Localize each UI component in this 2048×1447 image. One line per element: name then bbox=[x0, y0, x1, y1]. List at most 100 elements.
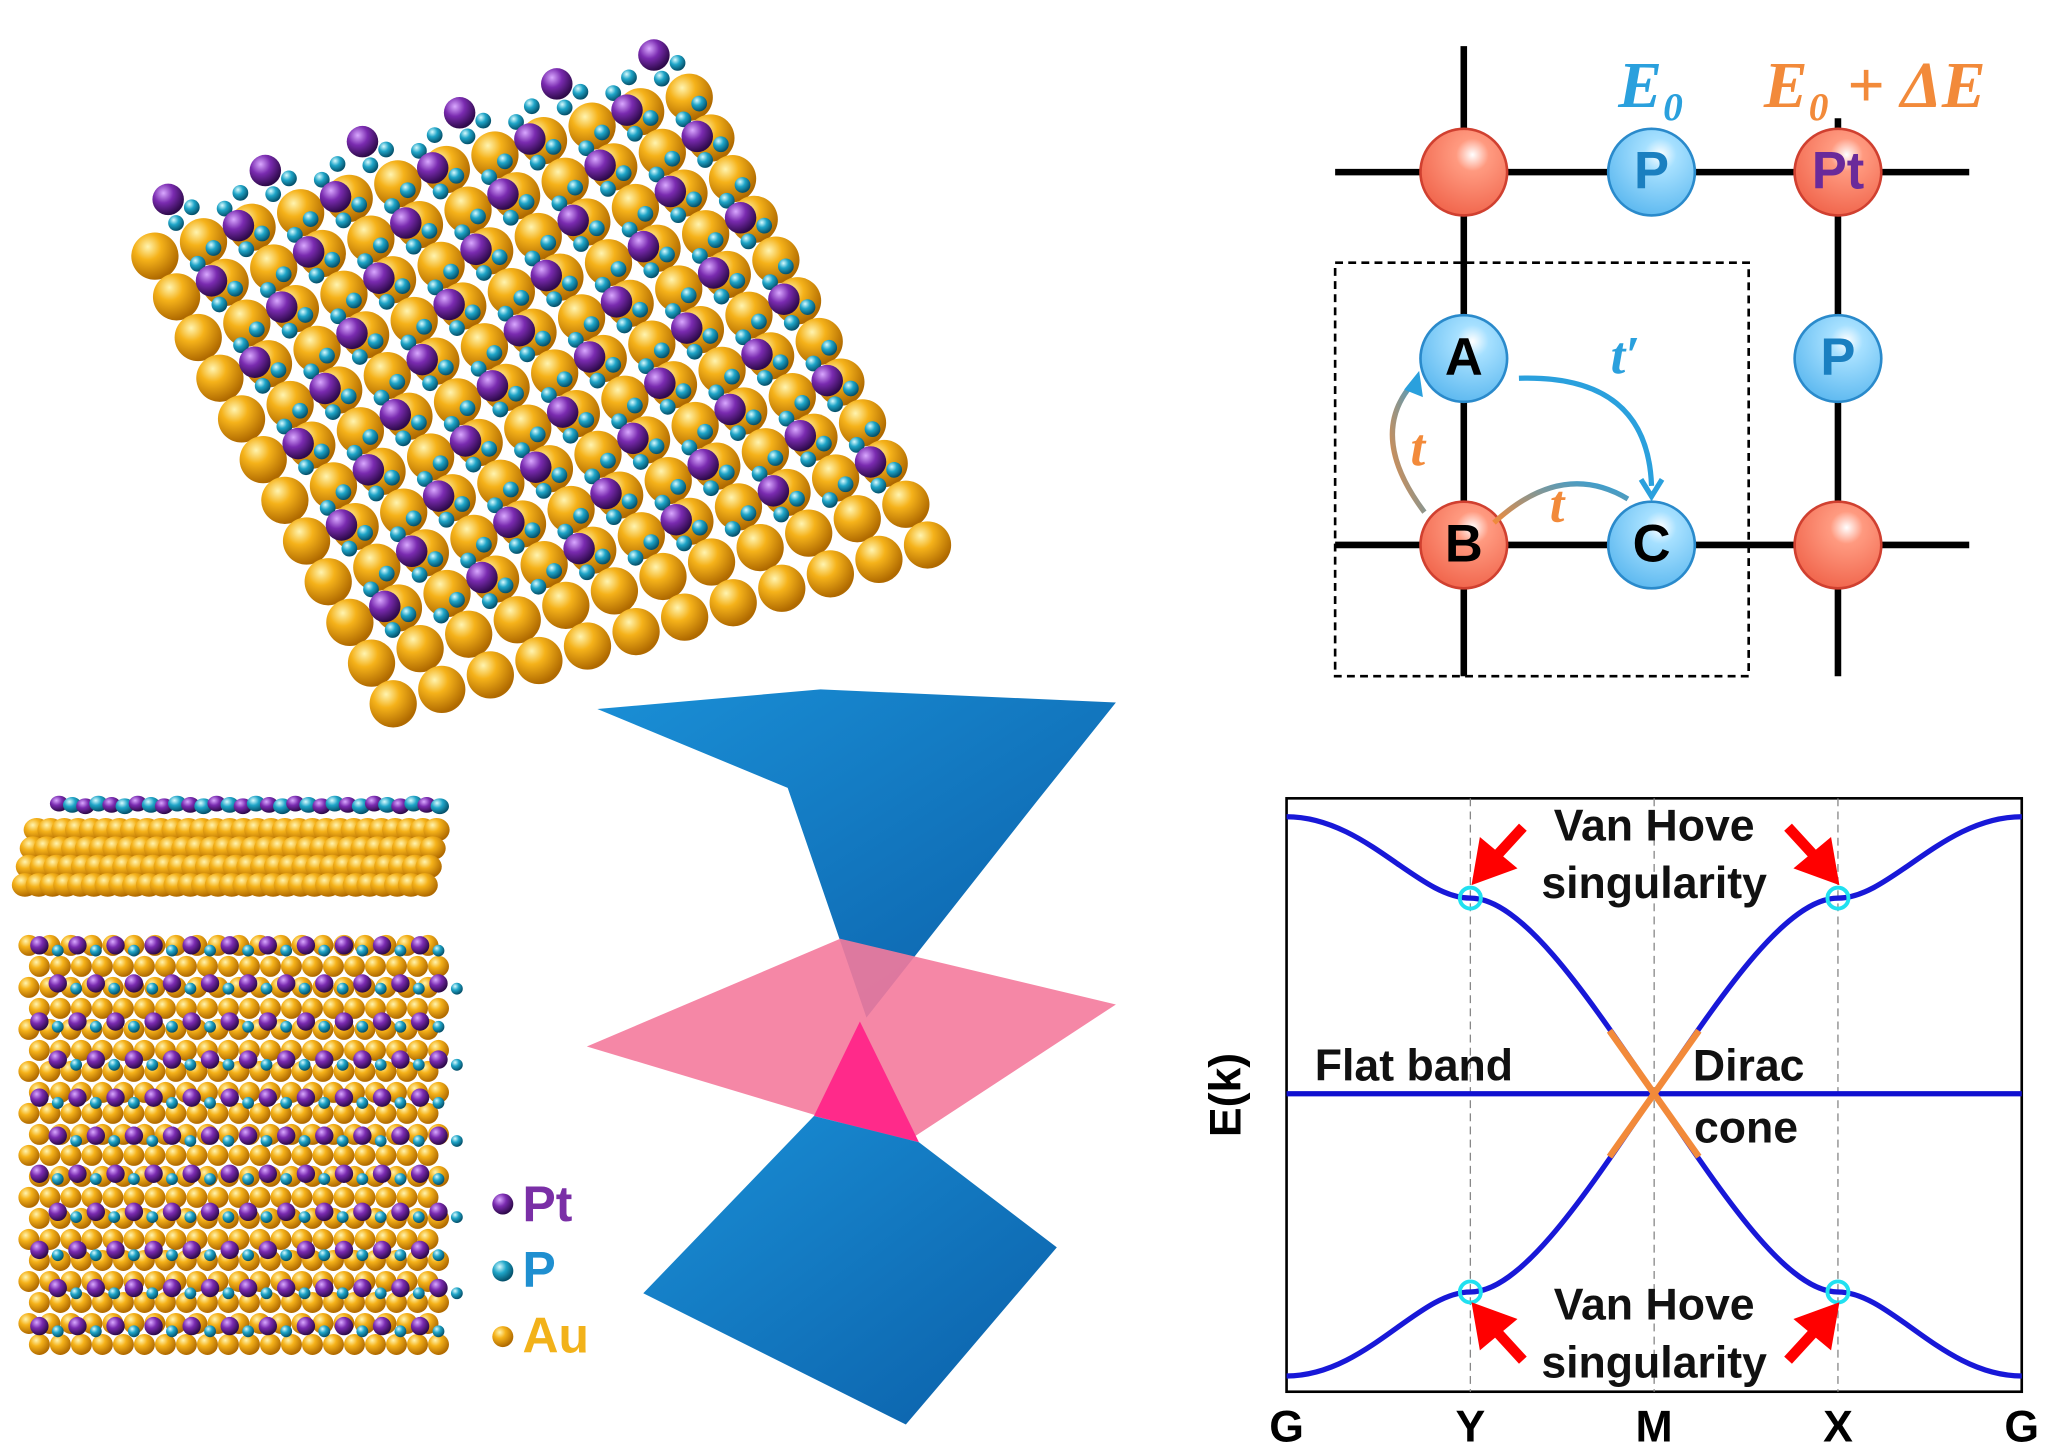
arrow-head bbox=[1793, 837, 1840, 886]
p-atom bbox=[276, 418, 293, 435]
p-atom bbox=[260, 1135, 273, 1147]
p-atom bbox=[89, 1249, 102, 1262]
au-atom bbox=[165, 1186, 187, 1208]
p-atom bbox=[390, 526, 406, 543]
p-atom bbox=[783, 314, 800, 331]
pt-atom bbox=[258, 1240, 278, 1260]
pt-atom bbox=[258, 1164, 278, 1183]
p-atom bbox=[51, 944, 64, 957]
au-atom bbox=[266, 380, 314, 429]
p-atom bbox=[546, 291, 563, 308]
p-atom bbox=[70, 1287, 83, 1300]
au-atom bbox=[81, 1144, 103, 1166]
pt-atom bbox=[220, 1240, 239, 1260]
pt-atom bbox=[600, 286, 633, 318]
pt-atom bbox=[265, 291, 298, 323]
p-atom bbox=[589, 372, 606, 389]
au-atom bbox=[249, 1186, 271, 1208]
p-atom bbox=[637, 205, 654, 222]
au-atom bbox=[639, 552, 687, 601]
au-atom bbox=[60, 1144, 82, 1166]
au-atom bbox=[628, 320, 676, 368]
pt-atom bbox=[410, 1164, 430, 1183]
p-atom bbox=[611, 413, 628, 430]
legend-marker bbox=[492, 1193, 514, 1215]
legend-marker bbox=[492, 1326, 514, 1348]
pt-atom bbox=[106, 1164, 125, 1183]
p-atom bbox=[336, 1135, 349, 1147]
au-atom bbox=[81, 1186, 103, 1208]
p-atom bbox=[713, 288, 730, 305]
annotation: singularity bbox=[1541, 859, 1767, 908]
p-atom bbox=[703, 480, 719, 497]
p-atom bbox=[712, 136, 729, 153]
pt-atom bbox=[152, 183, 184, 216]
pt-atom bbox=[670, 312, 703, 344]
p-atom bbox=[460, 552, 477, 569]
au-atom bbox=[320, 270, 368, 318]
p-atom bbox=[298, 982, 311, 995]
p-atom bbox=[265, 186, 282, 203]
p-atom bbox=[394, 1173, 407, 1185]
pt-atom bbox=[410, 1088, 430, 1107]
au-atom bbox=[584, 239, 633, 287]
p-atom bbox=[449, 320, 465, 336]
p-atom bbox=[432, 1020, 445, 1033]
k-label: X bbox=[1823, 1403, 1853, 1447]
au-atom bbox=[186, 1144, 208, 1166]
pt-atom bbox=[68, 1012, 87, 1031]
p-atom bbox=[166, 1249, 178, 1262]
p-atom bbox=[686, 191, 702, 208]
p-atom bbox=[411, 567, 428, 583]
pt-atom bbox=[372, 1012, 392, 1031]
p-atom bbox=[313, 171, 330, 188]
au-atom bbox=[102, 1270, 124, 1292]
p-atom bbox=[222, 1058, 235, 1071]
au-atom bbox=[638, 128, 686, 177]
pt-atom bbox=[493, 506, 525, 539]
p-atom bbox=[659, 246, 675, 263]
p-atom bbox=[205, 240, 222, 256]
au-atom bbox=[49, 1333, 71, 1355]
au-atom bbox=[238, 997, 260, 1019]
p-atom bbox=[594, 548, 611, 565]
p-atom bbox=[89, 1173, 102, 1185]
p-atom bbox=[421, 223, 438, 239]
p-atom bbox=[70, 1058, 83, 1071]
pt-atom bbox=[429, 1278, 448, 1298]
p-atom bbox=[476, 265, 492, 281]
pt-atom bbox=[466, 561, 498, 594]
au-atom bbox=[123, 1102, 145, 1124]
au-atom bbox=[291, 1270, 313, 1292]
p-atom bbox=[789, 490, 805, 507]
p-atom bbox=[805, 355, 822, 372]
pt-atom bbox=[106, 1088, 125, 1107]
pt-atom bbox=[353, 1202, 372, 1222]
p-atom bbox=[600, 181, 616, 197]
pt-atom bbox=[200, 974, 220, 993]
au-atom bbox=[375, 1270, 397, 1292]
p-atom bbox=[632, 454, 649, 470]
p-atom bbox=[740, 505, 757, 522]
p-atom bbox=[70, 1135, 83, 1147]
au-atom bbox=[795, 317, 843, 366]
p-atom bbox=[654, 494, 671, 511]
au-atom bbox=[196, 1333, 218, 1355]
k-label: M bbox=[1636, 1403, 1673, 1447]
p-atom bbox=[762, 274, 778, 291]
p-atom bbox=[724, 521, 741, 537]
p-atom bbox=[627, 397, 643, 414]
p-atom bbox=[222, 1135, 235, 1147]
au-atom bbox=[385, 997, 407, 1019]
au-atom bbox=[752, 236, 800, 284]
p-atom bbox=[508, 114, 524, 130]
p-atom bbox=[411, 414, 427, 431]
pt-atom bbox=[195, 265, 228, 297]
p-atom bbox=[329, 156, 346, 172]
au-atom bbox=[415, 854, 442, 879]
pt-atom bbox=[200, 1126, 220, 1145]
pt-atom bbox=[296, 936, 316, 955]
au-atom bbox=[374, 160, 422, 208]
au-atom bbox=[179, 218, 228, 266]
pt-atom bbox=[681, 120, 713, 153]
